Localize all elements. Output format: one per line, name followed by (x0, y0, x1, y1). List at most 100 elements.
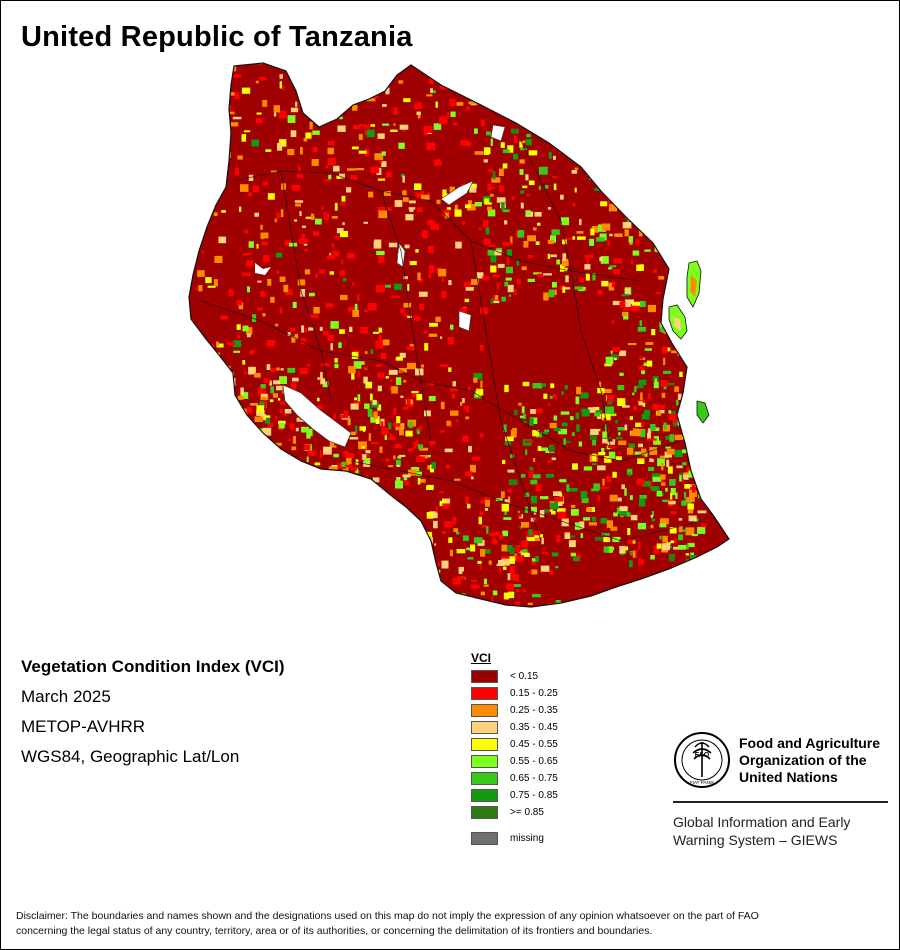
vci-pixel (691, 330, 695, 333)
vci-pixel (189, 433, 190, 437)
vci-pixel (234, 428, 240, 436)
vci-pixel (256, 244, 259, 249)
vci-pixel (236, 335, 240, 339)
vci-pixel (622, 139, 630, 144)
vci-pixel (208, 427, 215, 430)
vci-pixel (190, 463, 195, 469)
vci-pixel (692, 467, 702, 474)
vci-pixel (510, 454, 514, 459)
vci-pixel (441, 560, 449, 569)
vci-pixel (246, 407, 253, 414)
vci-pixel (527, 255, 534, 259)
legend-label: 0.75 - 0.85 (510, 790, 558, 801)
vci-pixel (515, 555, 524, 562)
vci-pixel (229, 111, 235, 115)
vci-pixel (543, 273, 552, 276)
vci-pixel (378, 160, 382, 164)
vci-pixel (279, 74, 283, 79)
vci-pixel (659, 404, 666, 410)
vci-pixel (477, 95, 481, 103)
vci-pixel (256, 479, 263, 484)
vci-pixel (427, 220, 435, 226)
vci-pixel (402, 175, 405, 183)
vci-pixel (189, 113, 192, 119)
vci-pixel (226, 341, 236, 345)
vci-pixel (208, 398, 214, 405)
vci-pixel (597, 290, 603, 296)
vci-pixel (524, 492, 530, 497)
vci-pixel (519, 141, 523, 148)
vci-pixel (323, 211, 327, 220)
vci-pixel (515, 545, 521, 553)
vci-pixel (615, 456, 622, 461)
vci-pixel (551, 457, 556, 461)
vci-pixel (560, 411, 570, 415)
vci-pixel (426, 94, 433, 97)
vci-pixel (201, 397, 209, 402)
vci-pixel (358, 441, 367, 450)
vci-pixel (633, 183, 636, 189)
vci-pixel (239, 416, 246, 422)
vci-pixel (441, 530, 447, 535)
vci-pixel (262, 461, 267, 464)
vci-pixel (390, 295, 400, 299)
vci-pixel (695, 394, 705, 400)
vci-pixel (610, 354, 619, 361)
vci-pixel (465, 106, 470, 111)
vci-pixel (220, 315, 229, 320)
vci-pixel (419, 278, 424, 283)
vci-pixel (527, 235, 536, 242)
vci-pixel (233, 65, 237, 72)
vci-pixel (522, 109, 530, 114)
vci-pixel (502, 566, 507, 570)
vci-pixel (460, 139, 469, 146)
vci-pixel (502, 530, 508, 537)
vci-pixel (351, 351, 359, 359)
vci-pixel (605, 437, 611, 440)
vci-pixel (539, 510, 545, 518)
vci-pixel (485, 227, 490, 235)
vci-pixel (287, 68, 294, 76)
vci-pixel (550, 502, 559, 510)
vci-pixel (653, 440, 661, 445)
vci-pixel (591, 144, 595, 148)
vci-pixel (206, 474, 215, 481)
vci-pixel (650, 514, 653, 518)
vci-pixel (605, 356, 614, 365)
vci-pixel (659, 474, 666, 480)
vci-pixel (403, 313, 409, 317)
vci-pixel (321, 206, 324, 210)
vci-pixel (466, 610, 470, 615)
vci-pixel (530, 506, 537, 513)
vci-pixel (404, 244, 410, 249)
vci-pixel (490, 265, 497, 273)
vci-pixel (248, 463, 256, 469)
legend-missing-label: missing (510, 833, 544, 844)
vci-pixel (692, 390, 700, 395)
vci-pixel (404, 480, 410, 486)
vci-pixel (248, 174, 254, 181)
vci-pixel (365, 450, 371, 454)
vci-pixel (228, 289, 234, 297)
vci-pixel (440, 401, 445, 410)
vci-pixel (255, 80, 259, 84)
vci-pixel (653, 381, 659, 389)
vci-pixel (519, 113, 527, 117)
vci-pixel (408, 469, 417, 476)
vci-pixel (669, 527, 677, 534)
vci-pixel (194, 423, 198, 429)
vci-pixel (280, 368, 284, 371)
legend-label: 0.25 - 0.35 (510, 705, 558, 716)
vci-pixel (294, 333, 299, 340)
vci-pixel (304, 248, 308, 251)
vci-pixel (433, 520, 438, 529)
vci-pixel (581, 497, 589, 504)
vci-pixel (327, 157, 336, 165)
vci-pixel (700, 380, 709, 386)
vci-pixel (437, 562, 441, 566)
vci-pixel (198, 285, 203, 292)
vci-pixel (666, 448, 675, 455)
vci-pixel (598, 452, 606, 456)
vci-pixel (255, 118, 263, 124)
legend-swatch (471, 704, 498, 717)
